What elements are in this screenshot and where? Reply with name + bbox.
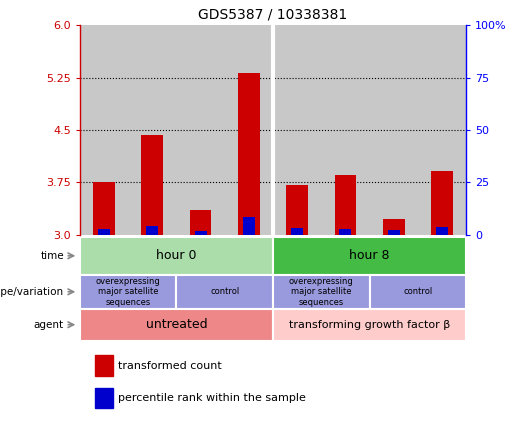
Bar — [238, 73, 260, 235]
Bar — [369, 25, 418, 235]
Text: overexpressing
major satellite
sequences: overexpressing major satellite sequences — [289, 277, 354, 307]
Bar — [80, 25, 128, 235]
Bar — [80, 309, 273, 341]
Bar — [369, 275, 466, 309]
Bar — [273, 275, 369, 309]
Bar — [95, 388, 113, 408]
Text: genotype/variation: genotype/variation — [0, 287, 64, 297]
Bar — [176, 25, 225, 235]
Bar — [291, 228, 303, 235]
Bar — [176, 275, 273, 309]
Bar — [431, 170, 453, 235]
Bar — [80, 237, 273, 275]
Bar — [243, 217, 255, 235]
Bar — [418, 25, 466, 235]
Text: overexpressing
major satellite
sequences: overexpressing major satellite sequences — [96, 277, 161, 307]
Bar — [321, 25, 369, 235]
Bar — [286, 184, 308, 235]
Bar — [225, 25, 273, 235]
Text: control: control — [210, 287, 239, 296]
Bar — [388, 230, 400, 235]
Text: untreated: untreated — [146, 318, 207, 331]
Bar — [273, 25, 321, 235]
Bar — [383, 220, 404, 235]
Bar — [80, 275, 176, 309]
Bar — [128, 25, 176, 235]
Bar — [95, 355, 113, 376]
Text: transforming growth factor β: transforming growth factor β — [289, 320, 450, 330]
Text: transformed count: transformed count — [118, 360, 222, 371]
Bar — [146, 226, 158, 235]
Bar — [98, 229, 110, 235]
Bar — [195, 231, 207, 235]
Text: time: time — [40, 251, 64, 261]
Bar — [273, 309, 466, 341]
Title: GDS5387 / 10338381: GDS5387 / 10338381 — [198, 8, 348, 22]
Bar — [436, 227, 448, 235]
Bar — [190, 210, 211, 235]
Text: percentile rank within the sample: percentile rank within the sample — [118, 393, 306, 403]
Bar — [93, 182, 115, 235]
Text: hour 8: hour 8 — [349, 249, 390, 262]
Bar — [339, 229, 351, 235]
Text: hour 0: hour 0 — [156, 249, 197, 262]
Text: control: control — [403, 287, 433, 296]
Text: agent: agent — [34, 320, 64, 330]
Bar — [335, 176, 356, 235]
Bar — [142, 135, 163, 235]
Bar — [273, 237, 466, 275]
